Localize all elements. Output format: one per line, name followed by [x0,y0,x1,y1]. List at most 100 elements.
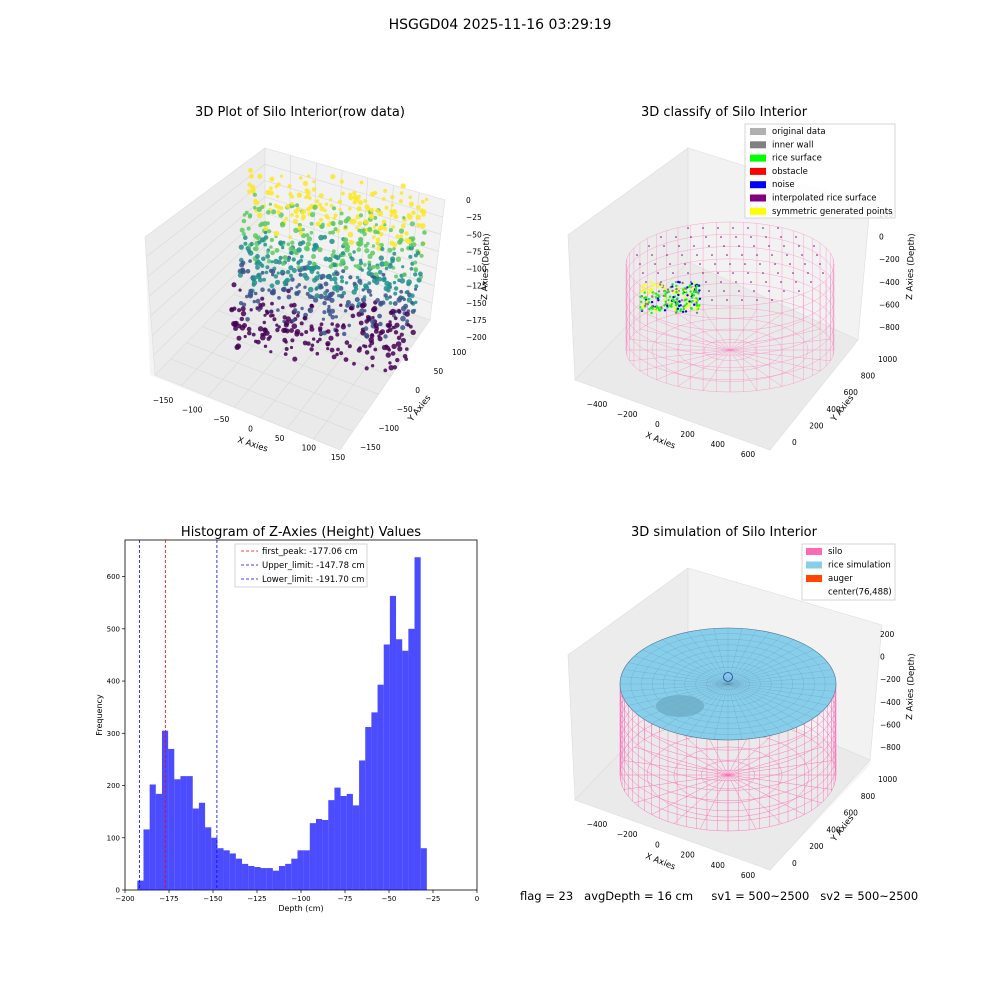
raw-data-point [260,334,266,341]
interpolated-point [780,281,782,283]
rice-surface-mesh [727,683,757,739]
raw-data-point [347,323,352,328]
raw-data-point [373,347,378,352]
raw-grid-line [264,163,443,218]
histogram-bar [198,802,206,890]
interpolated-point [717,227,719,229]
histogram-bar [340,795,347,890]
raw-data-point [406,297,413,303]
raw-data-point [347,252,352,257]
raw-data-point [275,327,280,333]
rice-surface-mesh [620,676,729,685]
classify-x-axis-label: X Axies [644,431,677,452]
raw-data-point [400,247,405,252]
raw-data-point [363,199,368,203]
raw-data-point [279,222,286,228]
histogram-title: Histogram of Z-Axies (Height) Values [181,525,421,540]
raw-data-point [341,191,345,196]
classified-point [690,307,693,310]
raw-data-point [290,277,295,282]
raw-data-point [352,191,357,196]
classified-point [673,308,677,311]
classify-z-axis-label: Z Axies (Depth) [905,233,917,300]
sim-y-tick-label: 400 [826,825,841,834]
interpolated-point [744,263,746,265]
interpolated-point [819,263,821,265]
raw-data-point [345,242,349,246]
histogram-bar [359,760,366,890]
raw-y-tick-label: −150 [360,443,381,452]
classified-point [678,300,681,303]
raw-data-point [371,235,376,239]
classified-point [675,291,678,294]
raw-data-point [404,311,410,317]
interpolated-point [765,236,767,238]
rice-surface-mesh [713,628,729,685]
interpolated-point [672,272,674,274]
figure-title: HSGGD04 2025-11-16 03:29:19 [388,17,612,33]
raw-data-point [372,225,377,229]
raw-data-point [319,206,325,212]
raw-data-point [284,320,290,326]
raw-data-point [395,341,402,347]
raw-x-tick-label: 0 [248,425,253,434]
histogram-x-tick-label: −200 [115,895,134,903]
classified-point [663,289,667,293]
simulation-rice-surface [619,627,837,741]
raw-data-point [339,258,346,265]
histogram-bar [291,858,298,890]
classified-point [689,293,692,297]
legend-swatch [806,548,822,555]
raw-data-point [276,210,281,215]
raw-data-point [366,316,372,322]
classified-point [681,292,685,295]
raw-data-point [312,180,316,184]
raw-data-point [330,230,336,235]
histogram-bar [235,858,243,890]
classified-point [688,285,691,288]
classified-point [672,291,675,294]
raw-data-point [312,243,317,248]
histogram-x-tick-label: −150 [203,895,222,903]
raw-data-point [378,255,384,261]
raw-data-point [359,308,365,314]
raw-data-point [326,329,331,334]
simulation-x-ticks: −400 −200 0 200 400 600 [587,820,756,880]
raw-grid-line [264,245,433,304]
interpolated-point [723,245,725,247]
classified-point [685,302,688,305]
raw-data-point [338,208,342,212]
cls-x-tick-label: 200 [680,430,695,439]
sim-z-tick-label: 0 [880,653,885,662]
histogram-bar [303,850,310,890]
cls-z-tick-label: −600 [879,300,900,309]
raw-data-point [318,337,322,342]
raw-data-point [392,301,398,306]
raw-data-point [234,344,240,350]
raw-data-point [290,202,294,206]
raw-data-point [419,253,424,258]
histogram-bar [279,865,286,890]
raw-data-point [307,307,314,314]
raw-data-point [388,327,393,333]
raw-z-tick-label: −200 [466,333,487,342]
rice-surface-mesh [634,655,729,685]
raw-data-point [409,267,414,271]
raw-data-point [301,216,305,221]
raw-data-point [392,247,396,251]
raw-data-point [290,195,295,199]
raw-data-point [306,265,311,271]
raw-grid-line [150,212,266,317]
histogram-bar [402,650,409,890]
raw-data-point [368,213,375,220]
interpolated-point [750,236,752,238]
rice-surface-mesh [651,644,729,685]
rice-surface-mesh [727,644,805,685]
raw-data-point [252,233,259,239]
raw-x-tick-label: 150 [331,453,346,462]
interpolated-point [702,227,704,229]
interpolated-point [642,272,644,274]
raw-data-point [319,217,324,222]
raw-data-point [281,305,285,310]
raw-data-point [313,264,319,270]
